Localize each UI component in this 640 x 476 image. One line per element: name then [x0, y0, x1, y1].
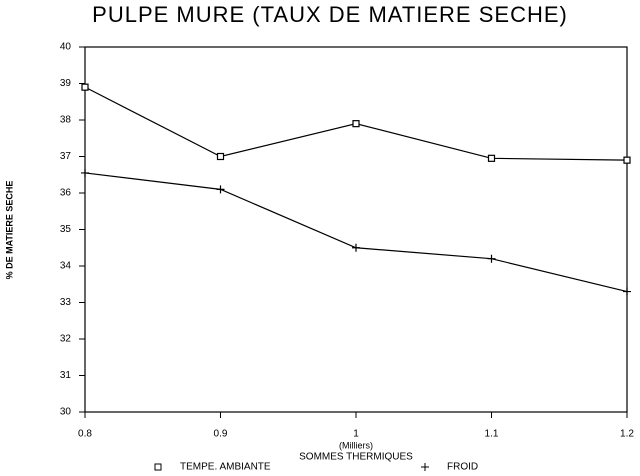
y-tick-label: 32: [60, 334, 72, 345]
chart-title: PULPE MURE (TAUX DE MATIERE SECHE): [92, 2, 568, 27]
y-tick-label: 40: [60, 42, 72, 53]
x-axis-label: SOMMES THERMIQUES: [299, 452, 413, 463]
legend-label: TEMPE. AMBIANTE: [180, 462, 271, 473]
y-tick-label: 37: [60, 151, 72, 162]
point-marker: [623, 156, 631, 164]
point-marker: [623, 287, 631, 296]
x-tick-label: 0.8: [78, 429, 92, 440]
legend-marker: [421, 463, 429, 471]
point-marker: [81, 168, 89, 177]
y-tick-label: 38: [60, 115, 72, 126]
x-tick-label: 1.2: [620, 429, 634, 440]
point-marker: [81, 83, 89, 91]
series-line: [84, 172, 628, 293]
point-marker: [487, 154, 496, 162]
plot-frame: [84, 46, 628, 413]
legend-marker: [154, 463, 162, 471]
y-tick-label: 33: [60, 297, 72, 308]
y-axis-label: % DE MATIERE SECHE: [4, 181, 14, 280]
x-tick-label: 1.1: [485, 429, 499, 440]
x-tick-label: 0.9: [214, 429, 228, 440]
point-marker: [352, 243, 360, 252]
point-marker: [352, 120, 360, 128]
x-tick-label: 1: [353, 429, 359, 440]
y-tick-label: 36: [60, 188, 72, 199]
point-marker: [216, 152, 225, 161]
x-unit-label: (Milliers): [339, 440, 373, 450]
y-tick-label: 30: [60, 407, 72, 418]
point-marker: [216, 185, 225, 194]
y-tick-label: 39: [60, 78, 72, 89]
y-tick-label: 35: [60, 224, 72, 235]
legend-label: FROID: [447, 462, 478, 473]
point-marker: [487, 254, 496, 263]
y-tick-label: 34: [60, 261, 72, 272]
y-tick-label: 31: [60, 370, 72, 381]
